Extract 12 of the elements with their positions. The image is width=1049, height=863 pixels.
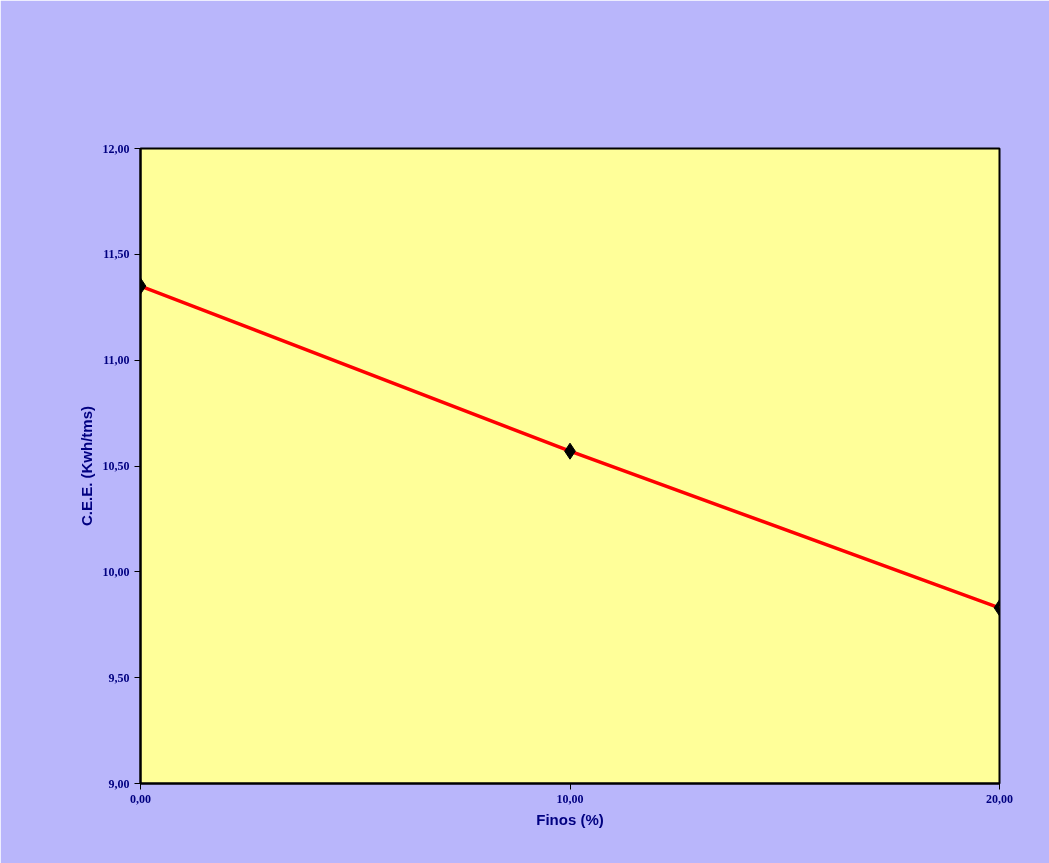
y-tick-label: 12,00 (102, 141, 130, 156)
x-tick-label: 0,00 (130, 791, 151, 806)
y-tick-label: 10,00 (102, 564, 130, 579)
y-tick-label: 10,50 (102, 459, 130, 473)
y-tick-label: 11,00 (103, 353, 130, 368)
y-tick-label: 11,50 (103, 247, 130, 262)
x-axis-title: Finos (%) (536, 810, 604, 828)
x-tick-label: 20,00 (986, 791, 1013, 806)
y-tick-label: 9,00 (108, 776, 130, 791)
x-tick-label: 10,00 (556, 791, 584, 806)
y-tick-label: 9,50 (108, 670, 130, 685)
y-axis-title: C.E.E. (Kwh/tms) (77, 405, 95, 526)
